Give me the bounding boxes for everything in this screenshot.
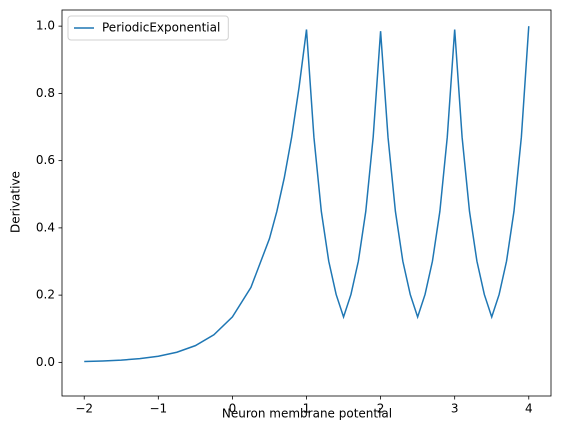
x-tick-label: −1 bbox=[149, 402, 167, 416]
x-tick-label: 3 bbox=[451, 402, 459, 416]
line bbox=[84, 26, 530, 363]
y-tick-label: 0.2 bbox=[36, 288, 55, 302]
y-tick-label: 0.8 bbox=[36, 86, 55, 100]
legend-box bbox=[67, 15, 229, 41]
y-tick-label: 1.0 bbox=[36, 19, 55, 33]
y-tick-label: 0.0 bbox=[36, 355, 55, 369]
x-tick-label: −2 bbox=[75, 402, 93, 416]
y-tick-label: 0.4 bbox=[36, 220, 55, 234]
y-axis-label: Derivative bbox=[9, 171, 23, 233]
y-tick-label: 0.6 bbox=[36, 153, 55, 167]
plot-frame bbox=[61, 9, 552, 397]
legend-label: PeriodicExponential bbox=[102, 21, 220, 35]
x-tick-label: 2 bbox=[377, 402, 385, 416]
x-tick-label: 1 bbox=[303, 402, 311, 416]
x-tick-label: 0 bbox=[229, 402, 237, 416]
x-tick-label: 4 bbox=[525, 402, 533, 416]
x-axis-label: Neuron membrane potential bbox=[222, 407, 392, 421]
